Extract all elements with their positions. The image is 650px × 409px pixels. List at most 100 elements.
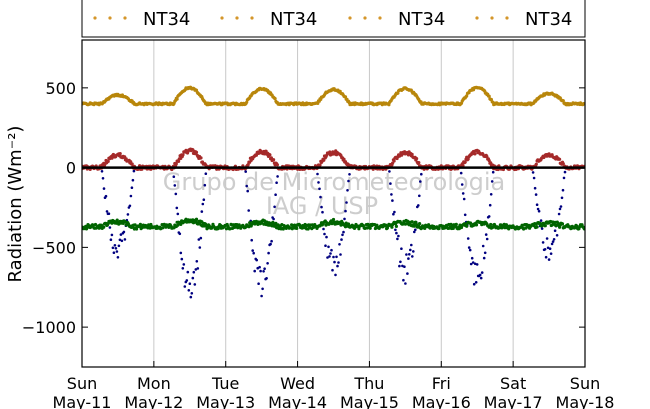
data-point (398, 264, 401, 268)
data-point (361, 224, 365, 228)
data-point (339, 253, 342, 256)
legend-marker (123, 16, 127, 20)
data-point (468, 221, 473, 225)
data-point (345, 201, 348, 204)
watermark-line-1: Grupo de Micrometeorologia (163, 168, 505, 196)
data-point (488, 203, 492, 207)
x-tick-label-date: May-12 (124, 393, 183, 409)
data-point (261, 287, 264, 291)
data-point (179, 251, 183, 255)
data-point (106, 159, 110, 163)
data-point (105, 210, 109, 213)
data-point (532, 176, 536, 180)
data-point (548, 247, 552, 250)
data-point (489, 193, 493, 196)
data-point (545, 237, 549, 240)
data-point (469, 262, 473, 266)
data-point (135, 227, 139, 231)
x-tick-label-day: Sun (67, 374, 97, 393)
data-point (194, 268, 198, 271)
data-point (120, 239, 124, 243)
data-point (552, 238, 556, 241)
data-point (331, 217, 336, 222)
data-point (257, 282, 260, 286)
data-point (274, 193, 277, 196)
data-point (543, 224, 547, 228)
legend-marker (348, 16, 352, 20)
data-point (553, 229, 557, 232)
data-point (347, 179, 350, 183)
data-point (196, 267, 200, 270)
x-tick-label-day: Mon (137, 374, 171, 393)
data-point (317, 181, 320, 184)
data-point (537, 209, 541, 213)
legend: NT34 NT34 NT34 NT34 (93, 9, 572, 30)
data-point (175, 97, 179, 101)
data-point (480, 271, 484, 274)
data-point (392, 212, 395, 216)
data-point (176, 212, 180, 216)
data-point (183, 285, 187, 288)
data-point (487, 94, 491, 98)
data-point (485, 155, 489, 159)
data-point (244, 170, 247, 173)
data-point (562, 176, 566, 180)
data-point (346, 189, 349, 192)
data-point (130, 186, 134, 189)
x-tick-label-day: Sat (500, 374, 526, 393)
data-point (110, 233, 114, 237)
data-point (319, 195, 322, 199)
data-point (111, 152, 115, 157)
data-point (485, 237, 489, 241)
data-point (543, 248, 547, 251)
data-point (107, 212, 111, 215)
data-point (348, 173, 351, 176)
x-tick-label-date: May-17 (484, 393, 543, 409)
x-tick-label-date: May-18 (556, 393, 615, 409)
data-point (101, 177, 105, 180)
data-point (491, 170, 495, 174)
x-tick-label-date: May-16 (412, 393, 471, 409)
data-point (557, 212, 561, 216)
data-point (418, 222, 422, 226)
data-point (178, 232, 182, 236)
data-point (400, 247, 403, 250)
data-point (555, 234, 559, 237)
legend-marker (93, 16, 97, 20)
data-point (388, 170, 391, 173)
data-point (408, 253, 411, 256)
watermark: Grupo de Micrometeorologia IAG / USP (163, 168, 505, 220)
y-axis-label: Radiation (Wm⁻²) (5, 126, 26, 283)
data-point (329, 252, 332, 255)
data-point (193, 283, 197, 286)
data-point (534, 193, 538, 196)
data-point (471, 261, 475, 264)
data-point (559, 205, 563, 208)
data-point (161, 226, 165, 230)
data-point (482, 256, 486, 260)
data-point (188, 282, 192, 286)
data-point (318, 187, 321, 191)
data-point (561, 188, 565, 192)
data-point (191, 276, 195, 280)
data-point (413, 230, 416, 234)
data-point (181, 153, 185, 157)
data-point (558, 207, 562, 211)
data-point (324, 244, 327, 247)
data-point (93, 222, 98, 227)
data-point (334, 273, 337, 277)
data-point (487, 215, 491, 218)
data-point (325, 235, 328, 239)
legend-label: NT34 (270, 9, 317, 30)
data-point (199, 156, 203, 160)
data-point (337, 261, 340, 264)
data-point (346, 222, 351, 226)
data-point (540, 227, 544, 230)
series-points (82, 85, 585, 107)
data-point (466, 237, 470, 240)
data-point (119, 233, 123, 236)
data-point (414, 220, 418, 224)
data-point (187, 289, 191, 292)
y-tick-label: 500 (45, 79, 76, 98)
